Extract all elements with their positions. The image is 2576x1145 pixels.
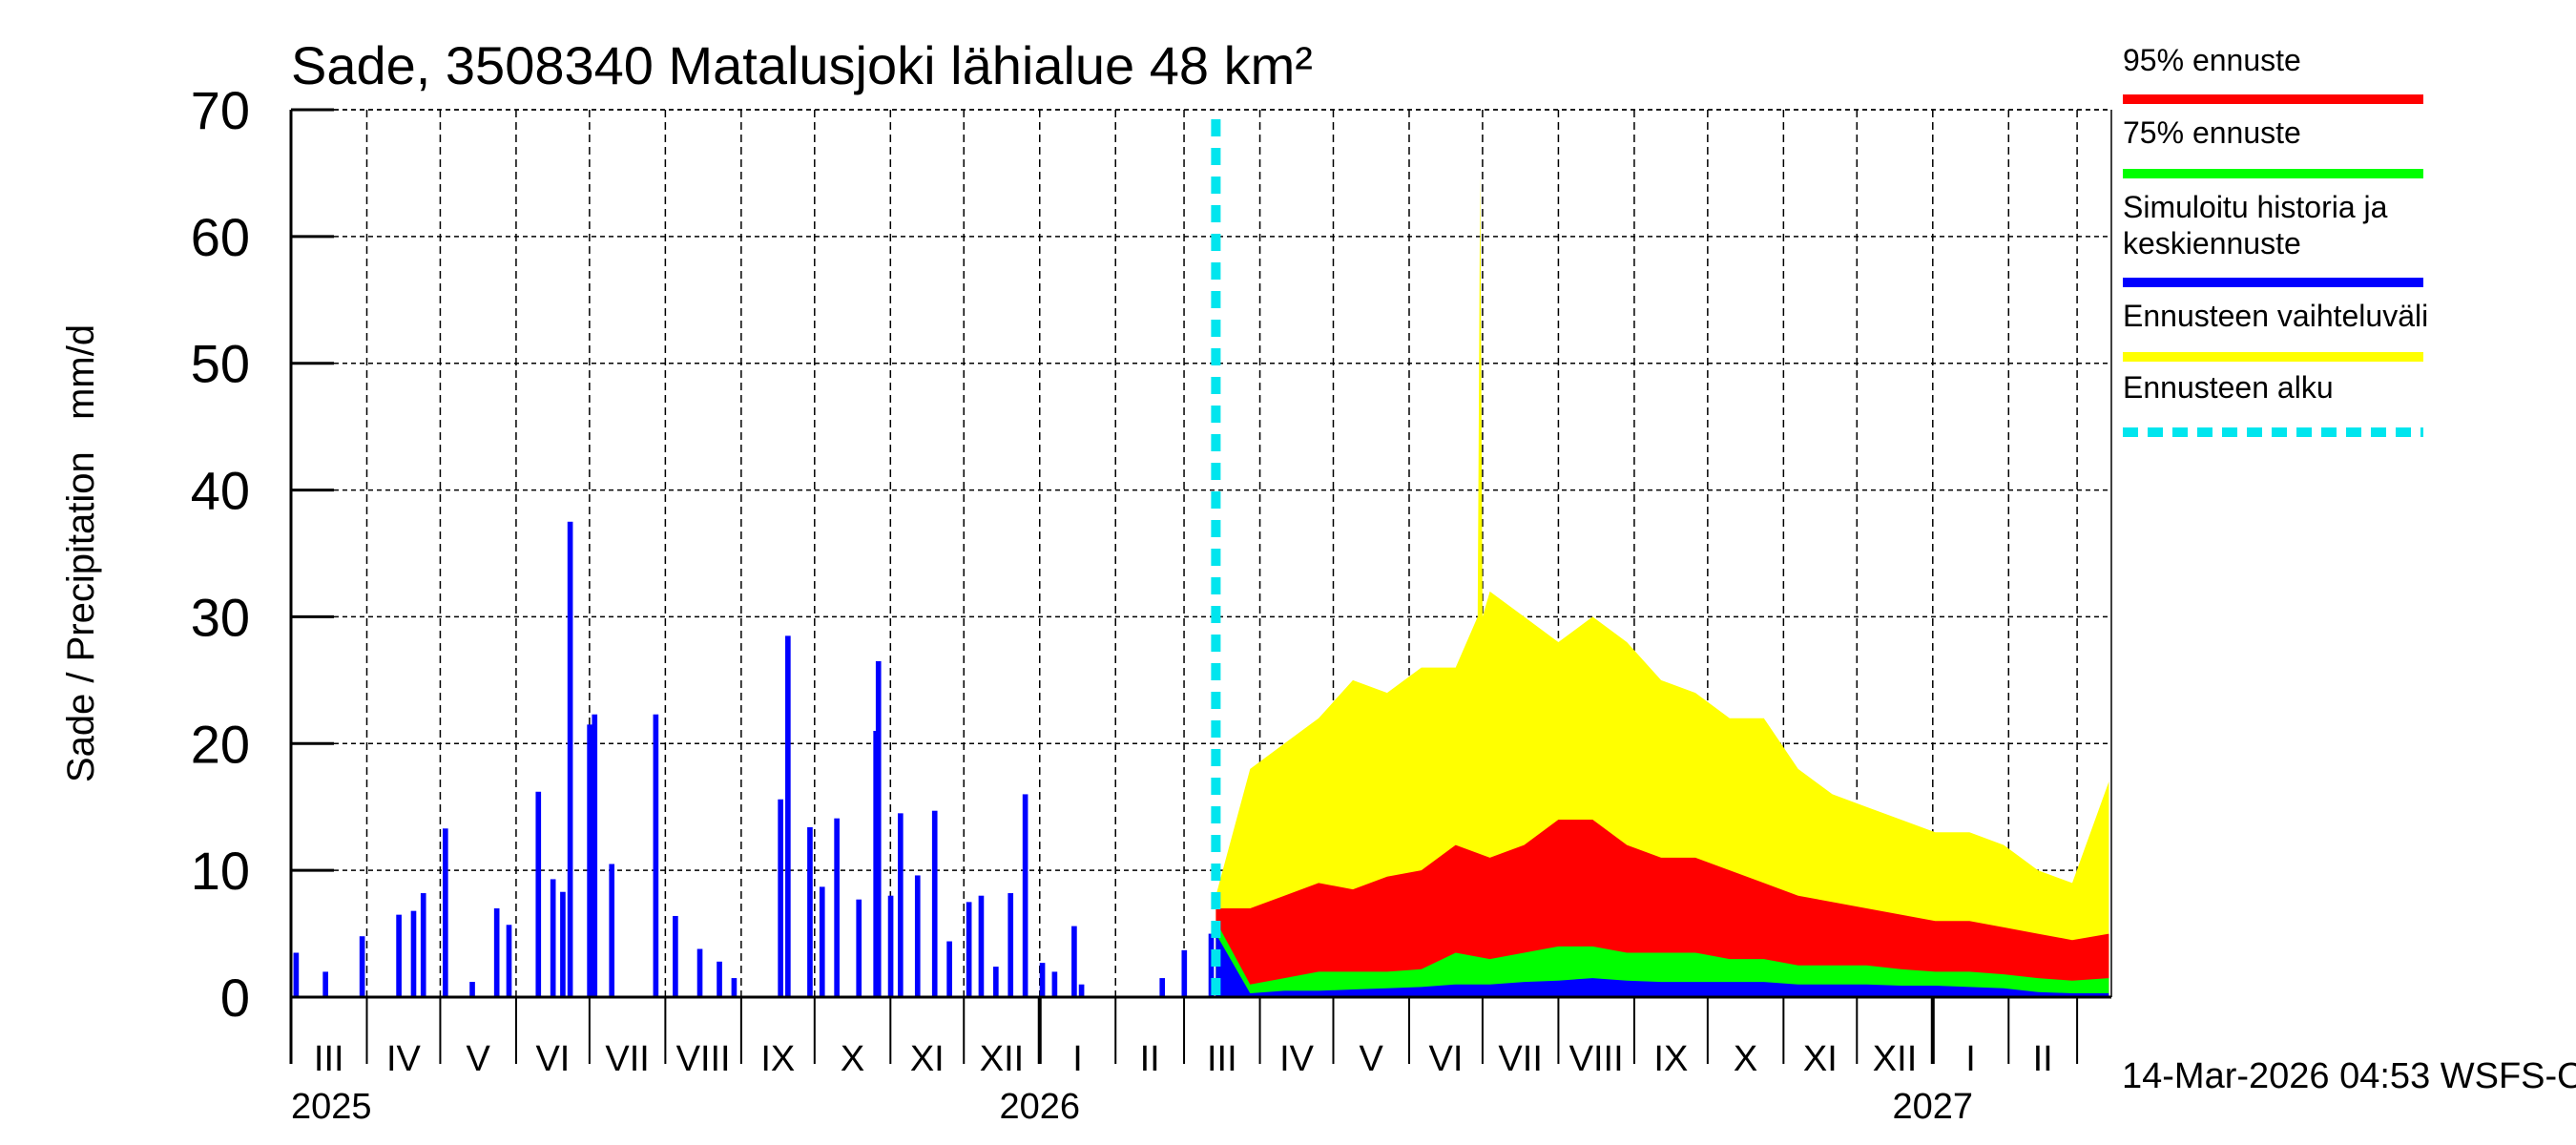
legend-label: Simuloitu historia ja bbox=[2123, 190, 2388, 224]
observed-bar bbox=[696, 948, 703, 997]
observed-bar bbox=[1071, 926, 1077, 997]
observed-bar bbox=[731, 978, 737, 997]
month-label: IV bbox=[386, 1039, 422, 1079]
observed-bars bbox=[293, 521, 1215, 997]
month-label: IX bbox=[1653, 1039, 1688, 1079]
legend-label: 95% ennuste bbox=[2123, 43, 2301, 77]
year-label: 2027 bbox=[1893, 1087, 1974, 1127]
y-tick-label: 0 bbox=[220, 968, 250, 1028]
forecast-area-95-ennuste bbox=[1215, 820, 2109, 997]
observed-bar bbox=[1039, 963, 1046, 997]
observed-bar bbox=[1078, 984, 1085, 997]
legend-label: 75% ennuste bbox=[2123, 115, 2301, 150]
month-label: II bbox=[1140, 1039, 1160, 1079]
observed-bar bbox=[469, 982, 475, 997]
observed-bar bbox=[567, 521, 573, 997]
observed-bar bbox=[322, 971, 328, 997]
y-tick-label: 30 bbox=[191, 587, 250, 647]
month-label: V bbox=[1360, 1039, 1384, 1079]
month-label: X bbox=[1734, 1039, 1757, 1079]
observed-bar bbox=[359, 936, 365, 997]
month-label: VII bbox=[605, 1039, 649, 1079]
forecast-area-simuloitu-historia-ja-keskiennuste bbox=[1215, 933, 2109, 997]
observed-bar bbox=[875, 660, 882, 997]
observed-bar bbox=[410, 910, 417, 997]
observed-bar bbox=[587, 724, 592, 997]
month-label: V bbox=[467, 1039, 491, 1079]
y-tick-label: 40 bbox=[191, 461, 250, 521]
observed-bar bbox=[807, 826, 813, 997]
month-label: I bbox=[1072, 1039, 1083, 1079]
year-label: 2025 bbox=[291, 1087, 372, 1127]
y-tick-label: 70 bbox=[191, 80, 250, 140]
observed-bar bbox=[653, 714, 659, 997]
month-label: VII bbox=[1498, 1039, 1542, 1079]
forecast-areas bbox=[1215, 173, 2109, 997]
month-label: IV bbox=[1279, 1039, 1315, 1079]
month-label: VI bbox=[1428, 1039, 1463, 1079]
month-label: VIII bbox=[676, 1039, 731, 1079]
observed-bar bbox=[978, 895, 985, 997]
observed-bar bbox=[993, 967, 999, 997]
month-label: VI bbox=[535, 1039, 570, 1079]
legend: 95% ennuste 75% ennuste Simuloitu historia… bbox=[2123, 43, 2428, 437]
month-label: IX bbox=[760, 1039, 795, 1079]
month-label: III bbox=[314, 1039, 344, 1079]
observed-bar bbox=[966, 902, 972, 997]
observed-bar bbox=[609, 864, 615, 997]
observed-bar bbox=[592, 714, 598, 997]
observed-bar bbox=[560, 891, 566, 997]
legend-label: Ennusteen vaihteluväli bbox=[2123, 299, 2428, 333]
observed-bar bbox=[898, 813, 904, 997]
observed-bar bbox=[673, 915, 678, 997]
observed-bar bbox=[1181, 949, 1188, 997]
month-label: XII bbox=[980, 1039, 1024, 1079]
observed-bar bbox=[550, 879, 556, 997]
observed-bar bbox=[443, 828, 448, 997]
observed-bar bbox=[1159, 978, 1166, 997]
observed-bar bbox=[914, 875, 921, 997]
chart-title: Sade, 3508340 Matalusjoki lähialue 48 km… bbox=[291, 35, 1313, 95]
observed-bar bbox=[834, 818, 840, 997]
month-label: VIII bbox=[1569, 1039, 1624, 1079]
month-label: X bbox=[841, 1039, 864, 1079]
observed-bar bbox=[778, 799, 783, 997]
observed-bar bbox=[887, 895, 894, 997]
y-tick-label: 20 bbox=[191, 714, 250, 774]
observed-bar bbox=[420, 893, 426, 997]
observed-bar bbox=[717, 961, 722, 997]
month-label: II bbox=[2033, 1039, 2053, 1079]
legend-label: keskiennuste bbox=[2123, 226, 2301, 260]
month-label: III bbox=[1207, 1039, 1237, 1079]
observed-bar bbox=[785, 635, 791, 997]
observed-bar bbox=[1008, 893, 1014, 997]
year-label: 2026 bbox=[999, 1087, 1080, 1127]
y-tick-label: 10 bbox=[191, 841, 250, 901]
observed-bar bbox=[293, 952, 300, 997]
forecast-area-75-ennuste bbox=[1215, 921, 2109, 997]
y-tick-label: 50 bbox=[191, 334, 250, 394]
y-tick-label: 60 bbox=[191, 207, 250, 267]
timestamp: 14-Mar-2026 04:53 WSFS-O bbox=[2122, 1056, 2576, 1096]
forecast-area-ennusteen-vaihteluv-li bbox=[1215, 173, 2109, 997]
observed-bar bbox=[535, 791, 542, 997]
y-axis-label: Sade / Precipitation mm/d bbox=[60, 324, 102, 782]
observed-bar bbox=[931, 810, 938, 997]
observed-bar bbox=[819, 886, 825, 997]
legend-label: Ennusteen alku bbox=[2123, 370, 2334, 405]
observed-bar bbox=[506, 925, 512, 997]
observed-bar bbox=[1051, 971, 1058, 997]
observed-bar bbox=[1022, 794, 1028, 997]
observed-bar bbox=[396, 914, 402, 997]
month-label: XI bbox=[910, 1039, 945, 1079]
month-label: XII bbox=[1873, 1039, 1917, 1079]
observed-bar bbox=[946, 941, 952, 997]
observed-bar bbox=[493, 908, 500, 997]
month-label: I bbox=[1965, 1039, 1976, 1079]
month-label: XI bbox=[1803, 1039, 1838, 1079]
observed-bar bbox=[856, 899, 862, 997]
